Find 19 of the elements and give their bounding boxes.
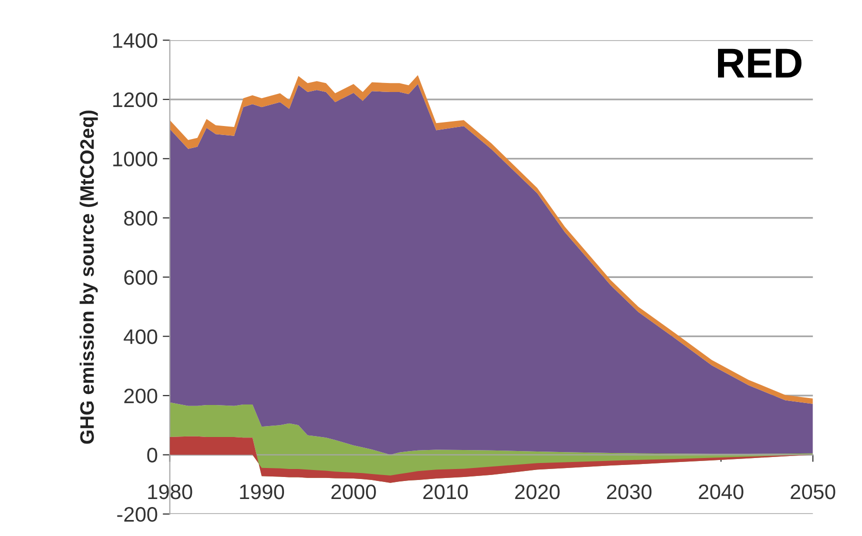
x-tick-label: 1990 [240,484,284,500]
x-tick-label: 2050 [790,484,836,500]
y-tick-label: 400 [124,329,158,344]
y-tick-label: 800 [124,210,158,226]
y-tick-label: 600 [124,270,158,285]
x-tick-label: 2040 [698,484,744,500]
y-tick-label: 1200 [113,92,158,108]
x-tick-label: 2020 [515,484,560,500]
y-tick-label: 1400 [113,33,158,48]
x-tick-label: 2030 [607,484,652,500]
x-tick-label: 1980 [148,484,192,500]
y-axis-title: GHG emission by source (MtCO2eq) [80,110,98,444]
y-tick-label: 200 [124,388,158,404]
x-tick-label: 2010 [423,484,468,500]
y-tick-label: 1000 [113,152,158,166]
x-tick-label: 2000 [331,484,376,500]
y-tick-label: 0 [147,448,158,463]
y-tick-label: -200 [117,507,158,522]
chart-title: RED [718,48,802,78]
